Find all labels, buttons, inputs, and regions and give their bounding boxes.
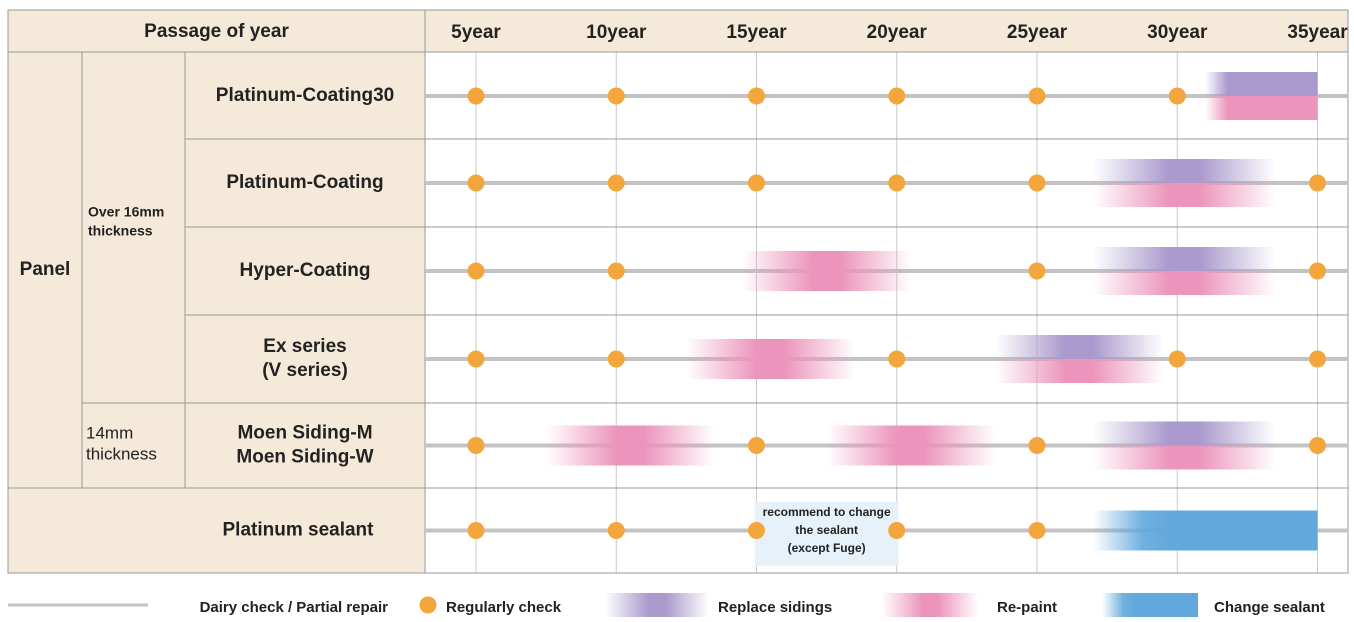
header-years-bg xyxy=(425,10,1348,52)
legend-check-swatch xyxy=(419,596,437,614)
regular-check-dot xyxy=(1028,87,1046,105)
regular-check-dot xyxy=(607,262,625,280)
repaint-bar xyxy=(686,339,855,379)
regular-check-dot xyxy=(888,174,906,192)
row-label: (V series) xyxy=(262,360,348,381)
replace-sidings-bar xyxy=(1093,159,1276,183)
row-label: Hyper-Coating xyxy=(240,260,371,281)
row-label: Platinum sealant xyxy=(223,520,375,541)
regular-check-dot xyxy=(607,174,625,192)
regular-check-dot xyxy=(1309,174,1326,192)
regular-check-dot xyxy=(467,522,485,539)
regular-check-dot xyxy=(1168,87,1186,105)
legend-label: Regularly check xyxy=(446,599,562,616)
group-label-14mm: thickness xyxy=(86,444,157,463)
regular-check-dot xyxy=(467,174,485,192)
regular-check-dot xyxy=(888,350,906,368)
group-label-panel: Panel xyxy=(20,259,71,280)
header-corner-bg xyxy=(8,10,425,52)
legend-label: Dairy check / Partial repair xyxy=(200,599,389,616)
regular-check-dot xyxy=(607,350,625,368)
group-label-14mm: 14mm xyxy=(86,423,133,442)
regular-check-dot xyxy=(888,87,906,105)
legend-repaint-swatch xyxy=(882,593,978,617)
regular-check-dot xyxy=(888,522,906,539)
legend-sealant-swatch xyxy=(1102,593,1198,617)
repaint-bar xyxy=(1093,445,1276,470)
regular-check-dot xyxy=(1028,522,1046,539)
legend-label: Change sealant xyxy=(1214,599,1325,616)
year-tick-label: 35year xyxy=(1287,22,1348,43)
row-label: Moen Siding-M xyxy=(237,423,372,444)
regular-check-dot xyxy=(748,522,765,539)
legend-label: Re-paint xyxy=(997,599,1057,616)
regular-check-dot xyxy=(748,174,765,192)
regular-check-dot xyxy=(1309,350,1326,368)
regular-check-dot xyxy=(748,437,765,454)
group-label-over16: thickness xyxy=(88,223,153,239)
regular-check-dot xyxy=(467,262,485,280)
regular-check-dot xyxy=(1309,262,1326,280)
sealant-note-text: (except Fuge) xyxy=(788,541,866,555)
replace-sidings-bar xyxy=(994,335,1164,359)
regular-check-dot xyxy=(1309,437,1326,454)
row-label: Platinum-Coating30 xyxy=(216,85,394,106)
header-corner-label: Passage of year xyxy=(144,21,289,42)
change-sealant-bar xyxy=(1093,510,1318,551)
label-column-bg xyxy=(8,52,425,573)
legend-replace-swatch xyxy=(605,593,709,617)
table-border xyxy=(7,9,1349,574)
sealant-note-text: recommend to change xyxy=(763,505,891,519)
sealant-note-text: the sealant xyxy=(795,523,858,537)
row-label: Ex series xyxy=(263,336,346,357)
year-tick-label: 15year xyxy=(726,22,787,43)
replace-sidings-bar xyxy=(1093,247,1276,271)
repaint-bar xyxy=(546,425,715,466)
group-label-over16: Over 16mm xyxy=(88,204,164,220)
repaint-bar xyxy=(1093,271,1276,295)
regular-check-dot xyxy=(1028,174,1046,192)
regular-check-dot xyxy=(607,522,625,539)
regular-check-dot xyxy=(1168,350,1186,368)
regular-check-dot xyxy=(467,87,485,105)
regular-check-dot xyxy=(467,350,485,368)
year-tick-label: 25year xyxy=(1007,22,1068,43)
repaint-bar xyxy=(1093,183,1276,207)
regular-check-dot xyxy=(748,87,765,105)
legend-label: Replace sidings xyxy=(718,599,832,616)
replace-sidings-bar xyxy=(1093,421,1276,446)
regular-check-dot xyxy=(467,437,485,454)
year-tick-label: 30year xyxy=(1147,22,1208,43)
repaint-bar xyxy=(826,425,995,466)
sealant-note-bg xyxy=(754,502,899,566)
regular-check-dot xyxy=(1028,437,1046,454)
row-label: Moen Siding-W xyxy=(236,447,373,468)
replace-sidings-bar xyxy=(1205,72,1318,96)
regular-check-dot xyxy=(607,87,625,105)
repaint-bar xyxy=(994,359,1164,383)
row-label: Platinum-Coating xyxy=(226,172,383,193)
repaint-bar xyxy=(742,251,911,291)
year-tick-label: 20year xyxy=(867,22,928,43)
regular-check-dot xyxy=(1028,262,1046,280)
repaint-bar xyxy=(1205,96,1318,120)
year-tick-label: 5year xyxy=(451,22,501,43)
year-tick-label: 10year xyxy=(586,22,647,43)
